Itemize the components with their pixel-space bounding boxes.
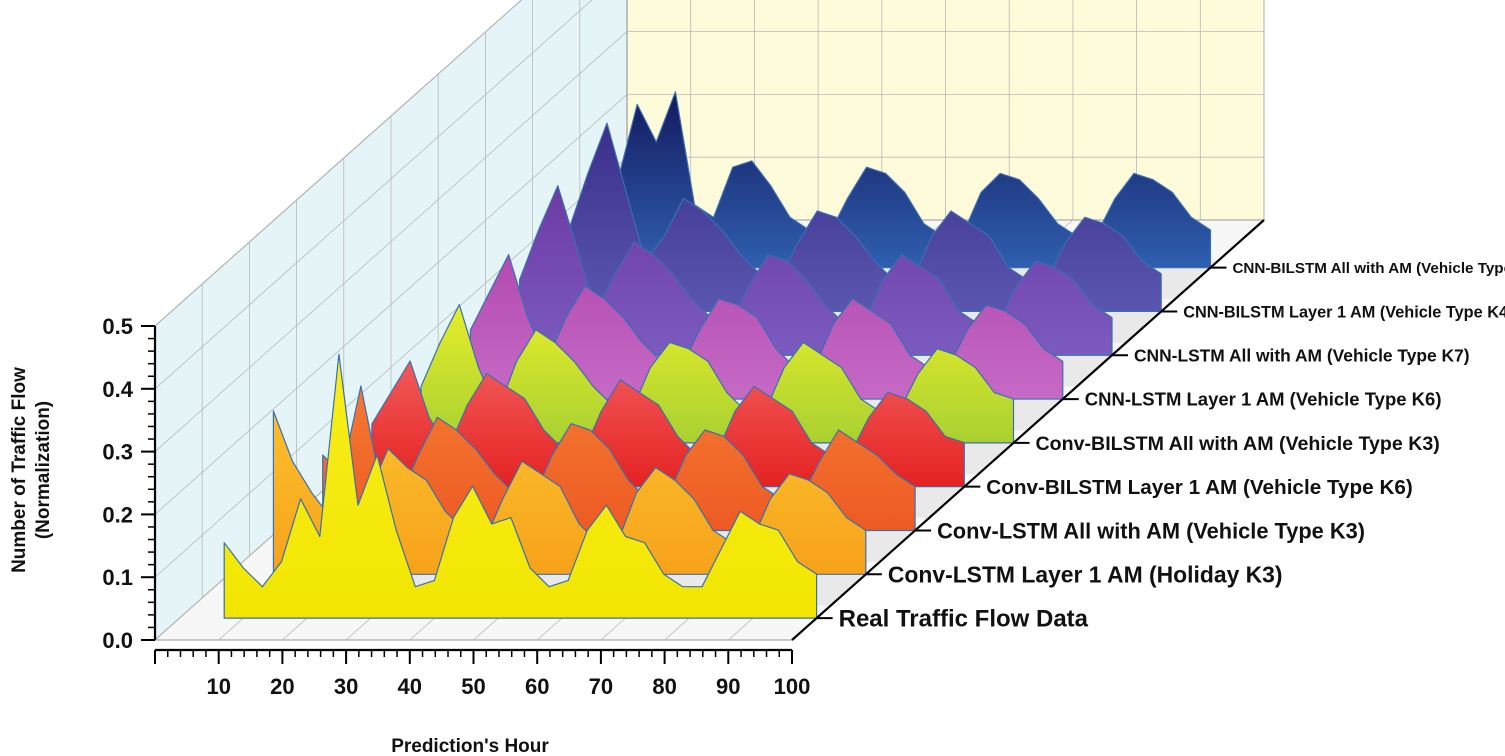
y-tick-label: 0.0 bbox=[102, 628, 133, 653]
x-tick-label: 40 bbox=[398, 674, 422, 699]
x-tick-label: 30 bbox=[334, 674, 358, 699]
series-area-9 bbox=[617, 91, 1212, 269]
x-tick-label: 70 bbox=[589, 674, 613, 699]
series-area-1 bbox=[223, 353, 818, 619]
series-label-6: CNN-LSTM Layer 1 AM (Vehicle Type K6) bbox=[1085, 389, 1442, 410]
series-area-7 bbox=[518, 185, 1113, 356]
series-label-1: Real Traffic Flow Data bbox=[839, 606, 1089, 633]
x-tick-label: 50 bbox=[461, 674, 485, 699]
series-label-4: Conv-BILSTM Layer 1 AM (Vehicle Type K6) bbox=[986, 476, 1412, 499]
series-label-2: Conv-LSTM Layer 1 AM (Holiday K3) bbox=[888, 562, 1283, 588]
series-area-8 bbox=[568, 122, 1162, 313]
series-area-5 bbox=[420, 304, 1015, 444]
x-tick-label: 60 bbox=[525, 674, 549, 699]
series-layer bbox=[223, 91, 1212, 619]
y-axis-title-line1: Number of Traffic Flow bbox=[9, 367, 30, 573]
series-label-3: Conv-LSTM All with AM (Vehicle Type K3) bbox=[937, 518, 1365, 543]
series-area-4 bbox=[371, 360, 965, 488]
series-area-6 bbox=[469, 254, 1064, 400]
y-tick-label: 0.2 bbox=[102, 502, 133, 527]
labels-layer: Real Traffic Flow Data Conv-LSTM Layer 1 … bbox=[816, 260, 1505, 633]
series-label-7: CNN-LSTM All with AM (Vehicle Type K7) bbox=[1134, 346, 1470, 366]
y-tick-label: 0.3 bbox=[102, 440, 133, 465]
x-tick-label: 20 bbox=[270, 674, 294, 699]
y-axis-title-line2: (Normalization) bbox=[33, 401, 54, 539]
y-tick-label: 0.1 bbox=[102, 565, 133, 590]
axes-layer: 0.0 0.1 0.2 0.3 0.4 0.5 10 20 30 40 50 60 70 80 90 100 bbox=[102, 219, 1265, 699]
x-tick-label: 80 bbox=[652, 674, 676, 699]
series-label-8: CNN-BILSTM Layer 1 AM (Vehicle Type K4) bbox=[1183, 303, 1505, 321]
series-label-5: Conv-BILSTM All with AM (Vehicle Type K3… bbox=[1036, 433, 1440, 455]
back-wall bbox=[626, 0, 1265, 221]
x-tick-label: 100 bbox=[774, 674, 811, 699]
y-tick-label: 0.4 bbox=[102, 377, 133, 402]
x-axis-title: Prediction's Hour bbox=[391, 736, 549, 756]
series-label-9: CNN-BILSTM All with AM (Vehicle Type K6) bbox=[1232, 260, 1505, 277]
x-tick-label: 90 bbox=[716, 674, 740, 699]
depth-axis-line bbox=[791, 219, 1265, 641]
y-tick-label: 0.5 bbox=[102, 314, 133, 339]
x-tick-label: 10 bbox=[206, 674, 230, 699]
